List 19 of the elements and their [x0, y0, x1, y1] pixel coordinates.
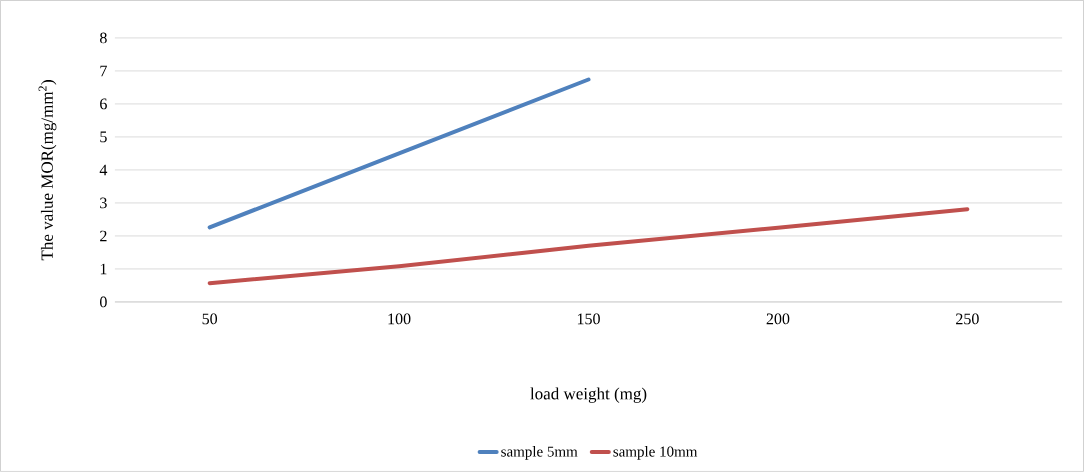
y-tick-label: 1 [100, 263, 107, 275]
x-tick-label: 250 [956, 313, 979, 325]
y-tick-label: 0 [100, 296, 107, 308]
x-tick-label: 100 [388, 313, 411, 325]
y-tick-label: 8 [100, 32, 107, 44]
y-tick-label: 7 [100, 65, 107, 77]
y-axis-title: The value MOR(mg/mm$^{2}$) [38, 80, 57, 261]
x-tick-label: 200 [766, 313, 790, 325]
x-axis-title: load weight (mg) [530, 387, 647, 404]
y-tick-label: 4 [99, 164, 108, 176]
x-tick-label: 150 [577, 313, 600, 325]
legend-label: sample 5mm [501, 446, 578, 460]
line-series [207, 207, 970, 286]
y-tick-label: 2 [100, 230, 107, 242]
y-tick-label: 5 [100, 131, 107, 143]
y-tick-label: 3 [100, 197, 107, 209]
x-tick-label: 50 [202, 313, 218, 325]
legend-label: sample 10mm [613, 446, 698, 460]
y-tick-label: 6 [100, 98, 107, 110]
